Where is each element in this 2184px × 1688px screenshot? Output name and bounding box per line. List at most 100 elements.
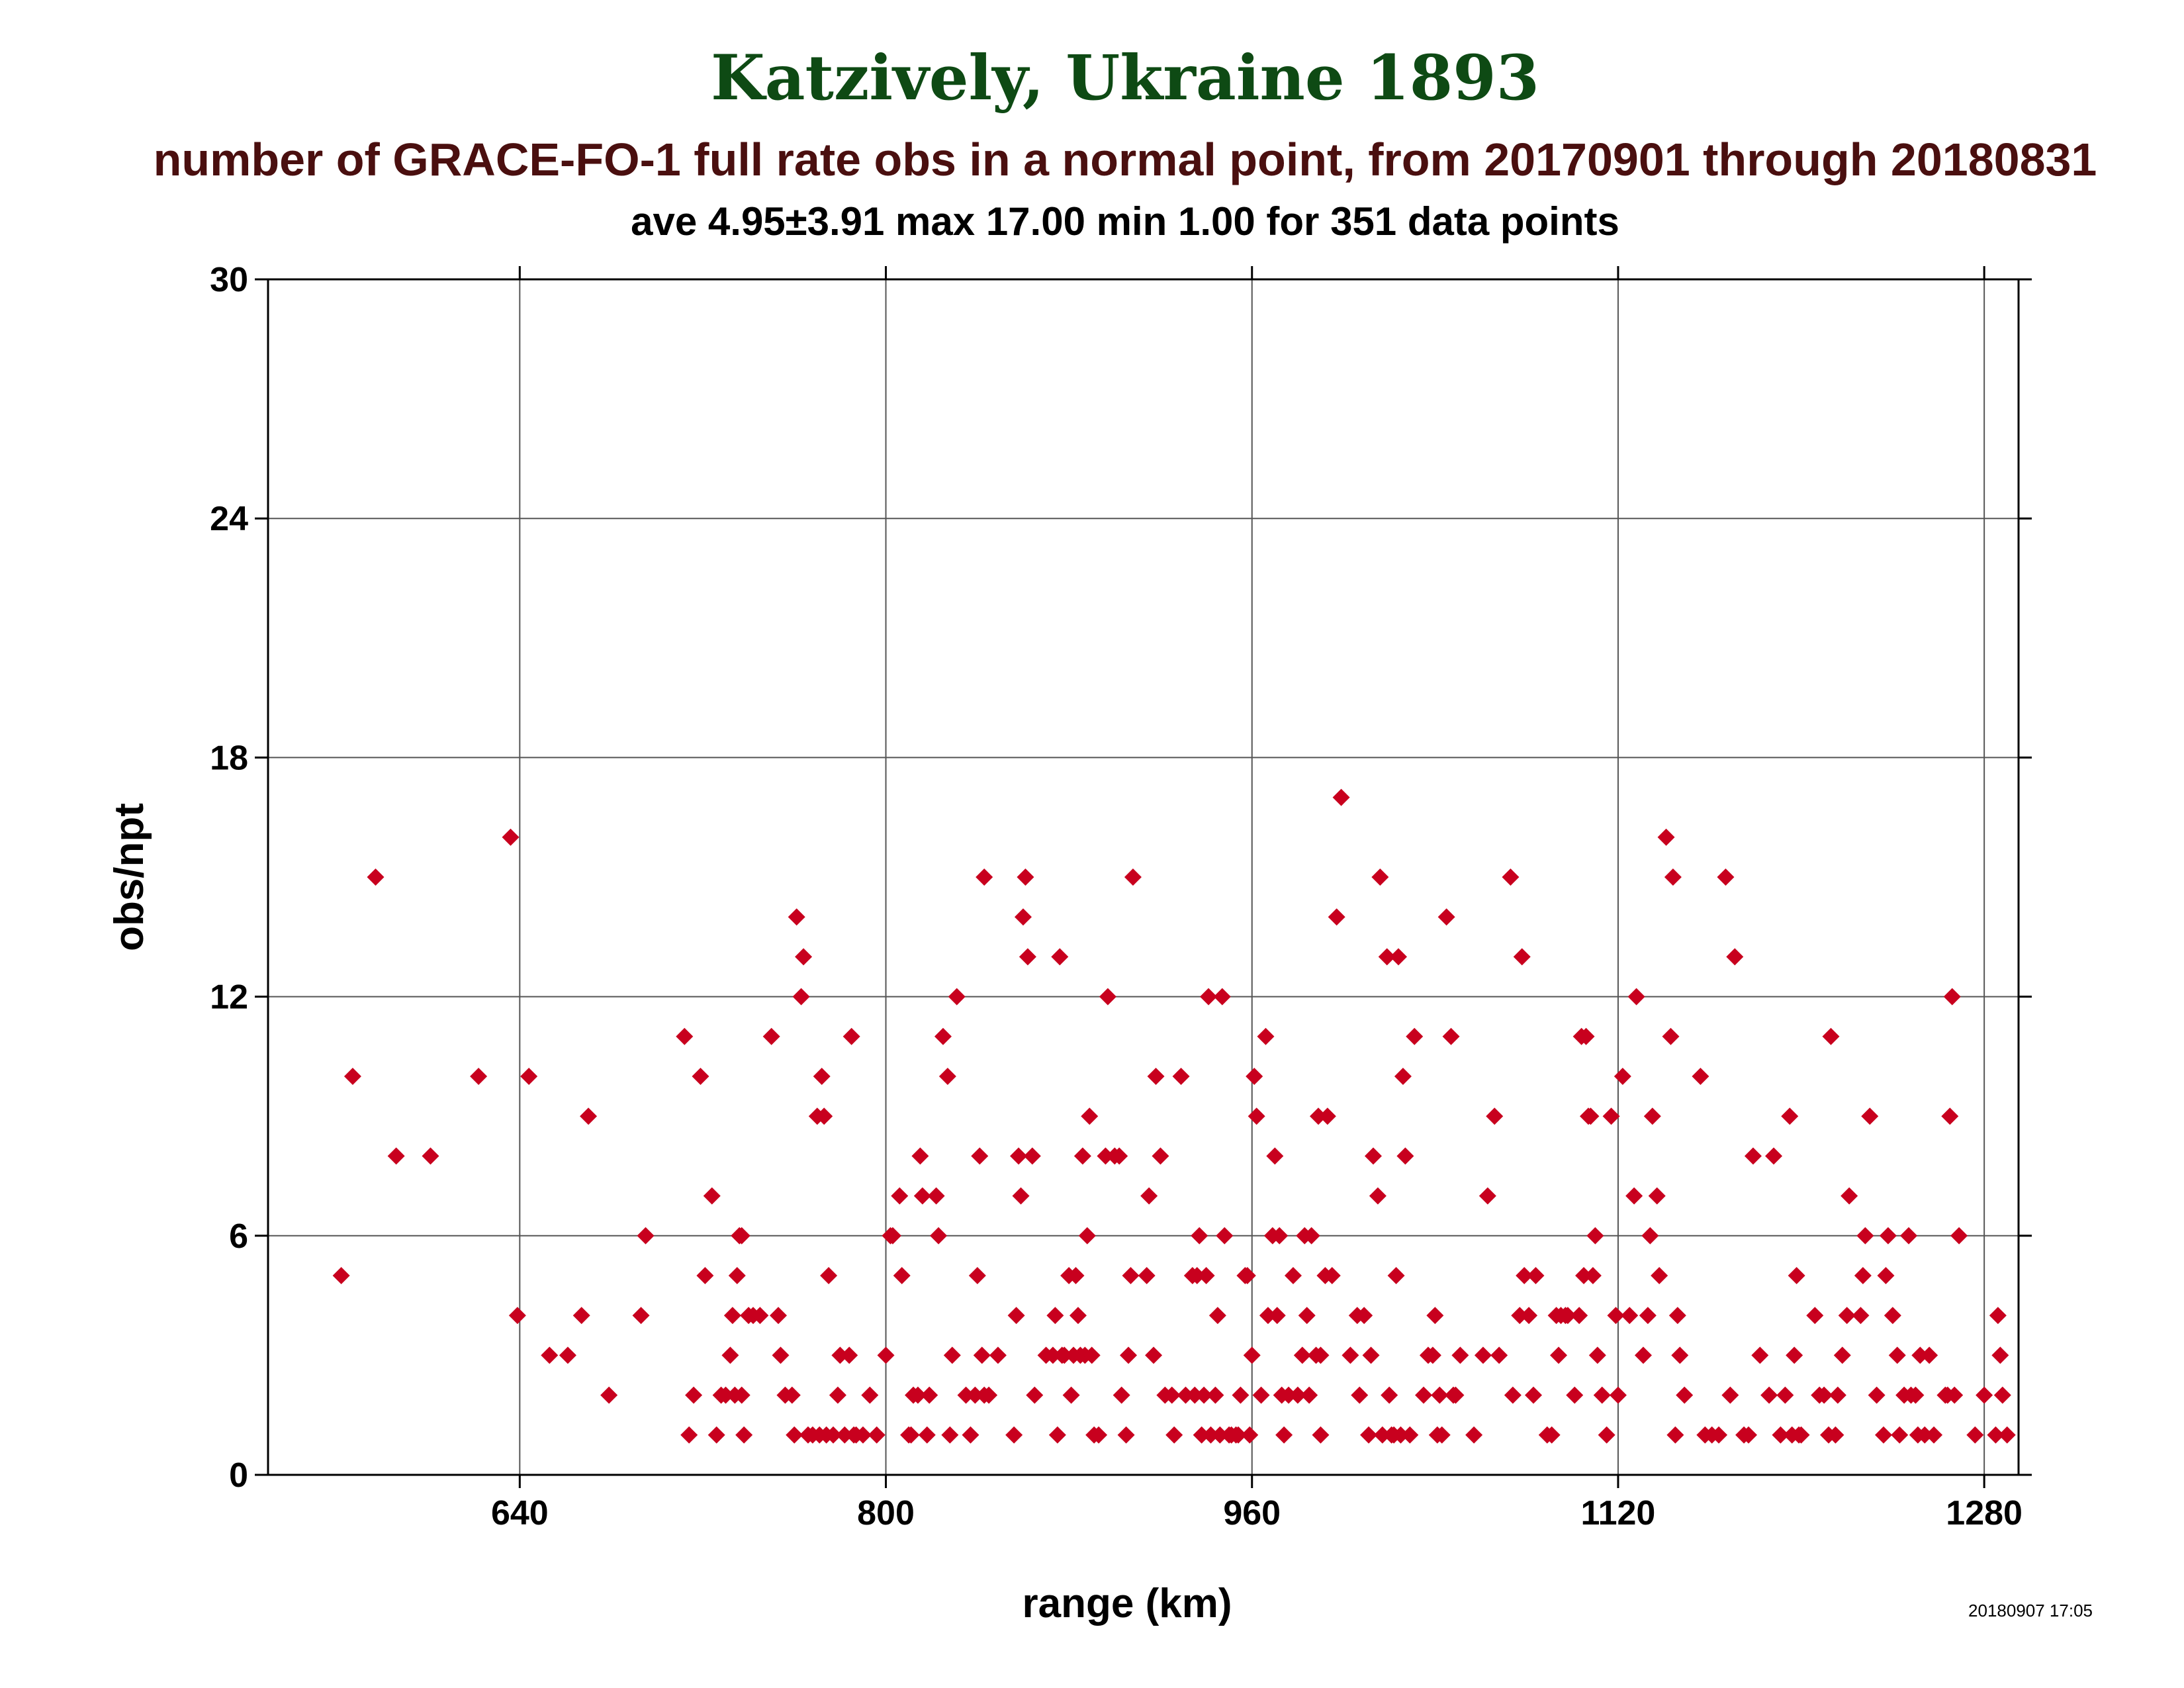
data-point xyxy=(1312,1426,1330,1444)
data-point xyxy=(1792,1426,1810,1444)
data-point xyxy=(1152,1147,1169,1165)
data-point xyxy=(1976,1386,1993,1404)
data-point xyxy=(1989,1307,2007,1325)
data-point xyxy=(831,1346,849,1364)
x-axis-label: range (km) xyxy=(1023,1581,1232,1626)
data-point xyxy=(1275,1426,1293,1444)
data-point xyxy=(891,1187,909,1205)
data-point xyxy=(1351,1386,1369,1404)
data-point xyxy=(1588,1346,1606,1364)
data-point xyxy=(685,1386,703,1404)
data-point xyxy=(1668,1307,1686,1325)
data-point xyxy=(1197,1267,1215,1284)
data-point xyxy=(680,1426,698,1444)
data-point xyxy=(1625,1187,1643,1205)
data-point xyxy=(572,1307,590,1325)
data-point xyxy=(1078,1227,1096,1244)
data-point xyxy=(1188,1267,1206,1284)
data-point xyxy=(1868,1386,1886,1404)
data-point xyxy=(1147,1068,1165,1085)
data-point xyxy=(1069,1307,1087,1325)
data-point xyxy=(1163,1386,1181,1404)
data-point xyxy=(1406,1027,1424,1045)
x-tick-label: 1280 xyxy=(1946,1494,2023,1532)
data-point xyxy=(836,1426,854,1444)
data-point xyxy=(1364,1147,1382,1165)
data-point xyxy=(842,1027,860,1045)
data-point xyxy=(1527,1267,1545,1284)
data-point xyxy=(770,1307,788,1325)
data-point xyxy=(733,1227,751,1244)
data-point xyxy=(1582,1107,1600,1125)
data-point xyxy=(1017,868,1034,886)
data-point xyxy=(1046,1307,1064,1325)
data-point xyxy=(1916,1426,1934,1444)
data-point xyxy=(559,1346,576,1364)
data-point xyxy=(1117,1426,1135,1444)
data-point xyxy=(1884,1307,1901,1325)
data-point xyxy=(1195,1386,1213,1404)
data-point xyxy=(1394,1068,1412,1085)
data-point xyxy=(1891,1426,1909,1444)
data-point xyxy=(825,1426,842,1444)
data-point xyxy=(1648,1187,1666,1205)
data-point xyxy=(1676,1386,1694,1404)
data-point xyxy=(1097,1147,1115,1165)
data-point xyxy=(1138,1267,1156,1284)
data-point xyxy=(815,1107,833,1125)
data-point xyxy=(968,1267,986,1284)
data-point xyxy=(1073,1147,1091,1165)
data-point xyxy=(1051,948,1069,966)
data-point xyxy=(1213,988,1231,1006)
data-point xyxy=(1925,1426,1943,1444)
timestamp: 20180907 17:05 xyxy=(1968,1601,2093,1620)
data-point xyxy=(1609,1386,1627,1404)
grid-lines xyxy=(268,279,2019,1476)
data-point xyxy=(918,1426,936,1444)
data-point xyxy=(1010,1147,1028,1165)
data-point xyxy=(721,1346,739,1364)
data-point xyxy=(1298,1307,1316,1325)
data-point xyxy=(1744,1147,1762,1165)
data-point xyxy=(1662,1027,1680,1045)
data-point xyxy=(1577,1027,1595,1045)
data-point xyxy=(1284,1267,1302,1284)
data-point xyxy=(792,988,810,1006)
data-point xyxy=(1447,1386,1465,1404)
data-point xyxy=(332,1267,350,1284)
data-point xyxy=(921,1386,938,1404)
y-tick-label: 6 xyxy=(229,1217,248,1256)
data-point xyxy=(1788,1267,1805,1284)
data-point xyxy=(1062,1386,1080,1404)
data-point xyxy=(1465,1426,1483,1444)
data-point xyxy=(1822,1027,1840,1045)
data-point xyxy=(1191,1227,1208,1244)
data-point xyxy=(877,1346,895,1364)
data-point xyxy=(943,1346,961,1364)
data-point xyxy=(902,1426,920,1444)
data-point xyxy=(1815,1386,1833,1404)
data-point xyxy=(1012,1187,1030,1205)
data-point xyxy=(829,1386,846,1404)
data-point xyxy=(1841,1187,1858,1205)
data-point xyxy=(948,988,966,1006)
data-point xyxy=(854,1426,872,1444)
data-point xyxy=(1907,1386,1925,1404)
data-point xyxy=(971,1147,989,1165)
data-point xyxy=(1829,1386,1846,1404)
data-point xyxy=(1332,788,1350,806)
data-point xyxy=(541,1346,559,1364)
data-point xyxy=(1401,1426,1419,1444)
data-points xyxy=(332,788,2016,1444)
data-point xyxy=(1289,1386,1306,1404)
data-point xyxy=(927,1187,945,1205)
data-point xyxy=(580,1107,598,1125)
data-point xyxy=(1641,1227,1659,1244)
data-point xyxy=(1257,1027,1275,1045)
data-point xyxy=(1369,1187,1387,1205)
data-point xyxy=(957,1386,975,1404)
data-point xyxy=(1014,908,1032,926)
data-point xyxy=(1559,1307,1576,1325)
y-tick-label: 24 xyxy=(210,500,248,538)
data-point xyxy=(1113,1386,1130,1404)
